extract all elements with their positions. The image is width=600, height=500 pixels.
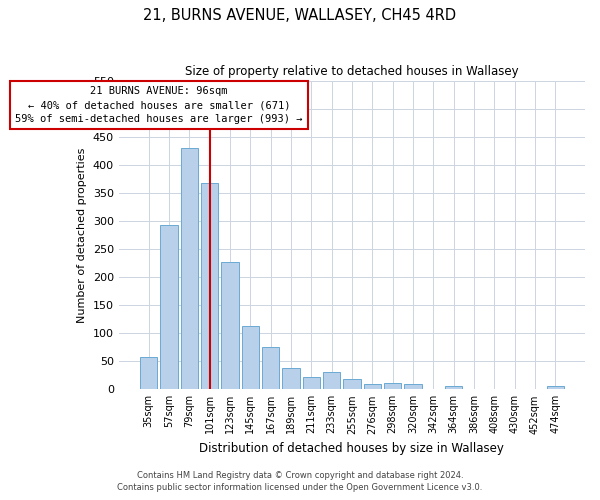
Bar [160,225,178,390]
Bar [283,368,299,390]
Bar [364,384,381,390]
Bar [201,182,218,390]
Text: Contains HM Land Registry data © Crown copyright and database right 2024.
Contai: Contains HM Land Registry data © Crown c… [118,471,482,492]
Text: 21, BURNS AVENUE, WALLASEY, CH45 4RD: 21, BURNS AVENUE, WALLASEY, CH45 4RD [143,8,457,22]
Bar [547,386,564,390]
Bar [221,262,239,390]
Title: Size of property relative to detached houses in Wallasey: Size of property relative to detached ho… [185,65,519,78]
Bar [404,384,422,390]
Text: 21 BURNS AVENUE: 96sqm
← 40% of detached houses are smaller (671)
59% of semi-de: 21 BURNS AVENUE: 96sqm ← 40% of detached… [15,86,302,124]
X-axis label: Distribution of detached houses by size in Wallasey: Distribution of detached houses by size … [199,442,505,455]
Bar [384,382,401,390]
Bar [302,377,320,390]
Bar [445,386,462,390]
Bar [262,346,279,390]
Bar [181,148,198,390]
Bar [140,358,157,390]
Y-axis label: Number of detached properties: Number of detached properties [77,147,88,322]
Bar [323,372,340,390]
Bar [343,379,361,390]
Bar [242,326,259,390]
